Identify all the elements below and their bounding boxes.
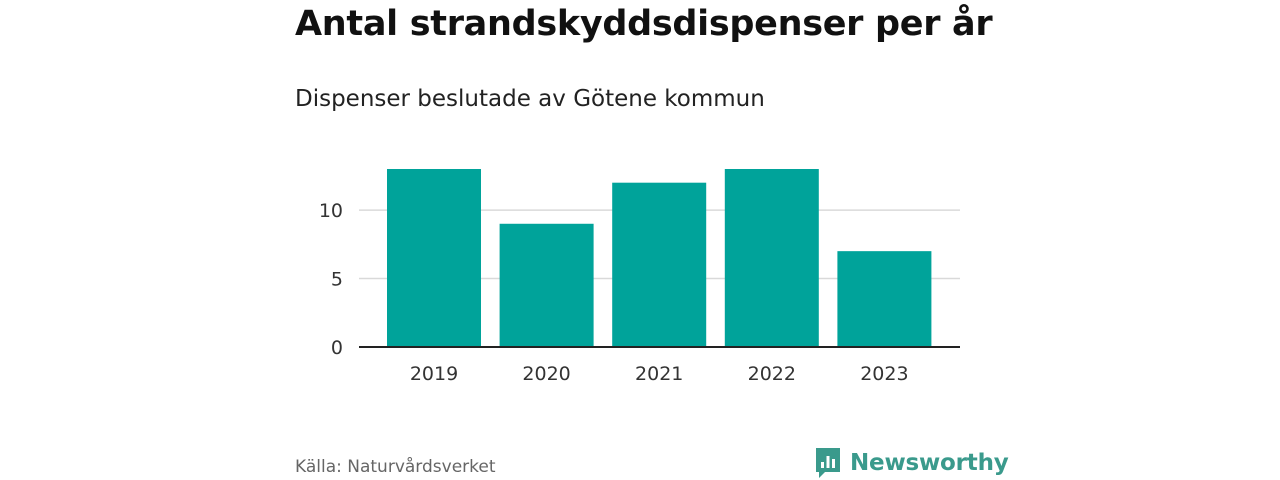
y-tick-label: 10 [319, 200, 343, 222]
x-tick-label: 2019 [410, 363, 458, 385]
source-note: Källa: Naturvårdsverket [295, 457, 496, 477]
x-tick-label: 2020 [522, 363, 570, 385]
newsworthy-logo-icon [816, 448, 840, 478]
bar-2019[interactable] [387, 169, 481, 347]
y-axis-ticks: 0 5 10 [319, 200, 343, 359]
bars [387, 169, 932, 347]
bar-2021[interactable] [612, 182, 707, 347]
chart-subtitle: Dispenser beslutade av Götene kommun [295, 86, 765, 112]
chart-title: Antal strandskyddsdispenser per år [295, 4, 993, 44]
bar-2022[interactable] [724, 169, 819, 347]
x-tick-label: 2023 [860, 363, 908, 385]
bar-2023[interactable] [837, 251, 932, 347]
x-tick-label: 2021 [635, 363, 683, 385]
x-axis-ticks: 2019 2020 2021 2022 2023 [410, 363, 909, 385]
y-tick-label: 0 [331, 337, 343, 359]
bar-2020[interactable] [499, 223, 594, 347]
x-tick-label: 2022 [748, 363, 796, 385]
y-tick-label: 5 [331, 269, 343, 291]
brand-name: Newsworthy [850, 450, 1009, 476]
brand-logo: Newsworthy [814, 446, 1009, 480]
